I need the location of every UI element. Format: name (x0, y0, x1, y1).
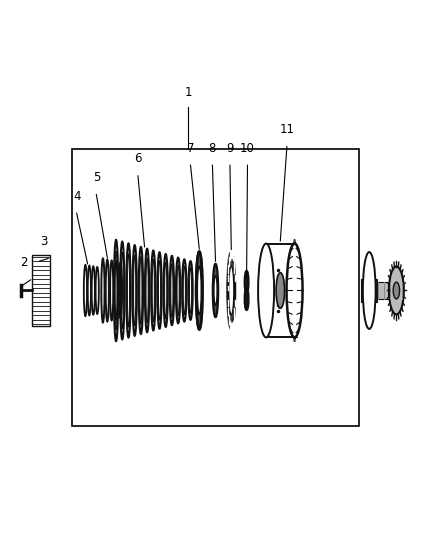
Bar (72, 149, 359, 426)
Text: 7: 7 (187, 142, 194, 155)
Ellipse shape (198, 266, 201, 314)
Ellipse shape (258, 244, 274, 337)
Bar (266, 244, 295, 337)
Ellipse shape (213, 264, 218, 317)
Ellipse shape (214, 276, 217, 305)
Text: 10: 10 (240, 142, 255, 155)
Text: 8: 8 (209, 142, 216, 155)
Ellipse shape (389, 266, 404, 314)
Bar (361, 279, 377, 302)
Bar (377, 282, 403, 299)
Ellipse shape (393, 282, 399, 299)
Text: 4: 4 (73, 190, 81, 203)
Text: 3: 3 (40, 235, 47, 248)
Text: 11: 11 (279, 123, 294, 136)
Ellipse shape (196, 252, 202, 329)
Ellipse shape (276, 273, 285, 308)
Ellipse shape (245, 271, 248, 293)
Ellipse shape (245, 288, 248, 310)
Text: 2: 2 (20, 256, 28, 269)
Text: 9: 9 (226, 142, 234, 155)
Text: 5: 5 (93, 171, 100, 184)
Ellipse shape (227, 252, 235, 329)
Bar (32, 255, 50, 326)
Text: 6: 6 (134, 152, 142, 165)
Ellipse shape (286, 244, 303, 337)
Ellipse shape (229, 266, 234, 315)
Ellipse shape (363, 252, 376, 329)
Text: 1: 1 (184, 86, 192, 99)
